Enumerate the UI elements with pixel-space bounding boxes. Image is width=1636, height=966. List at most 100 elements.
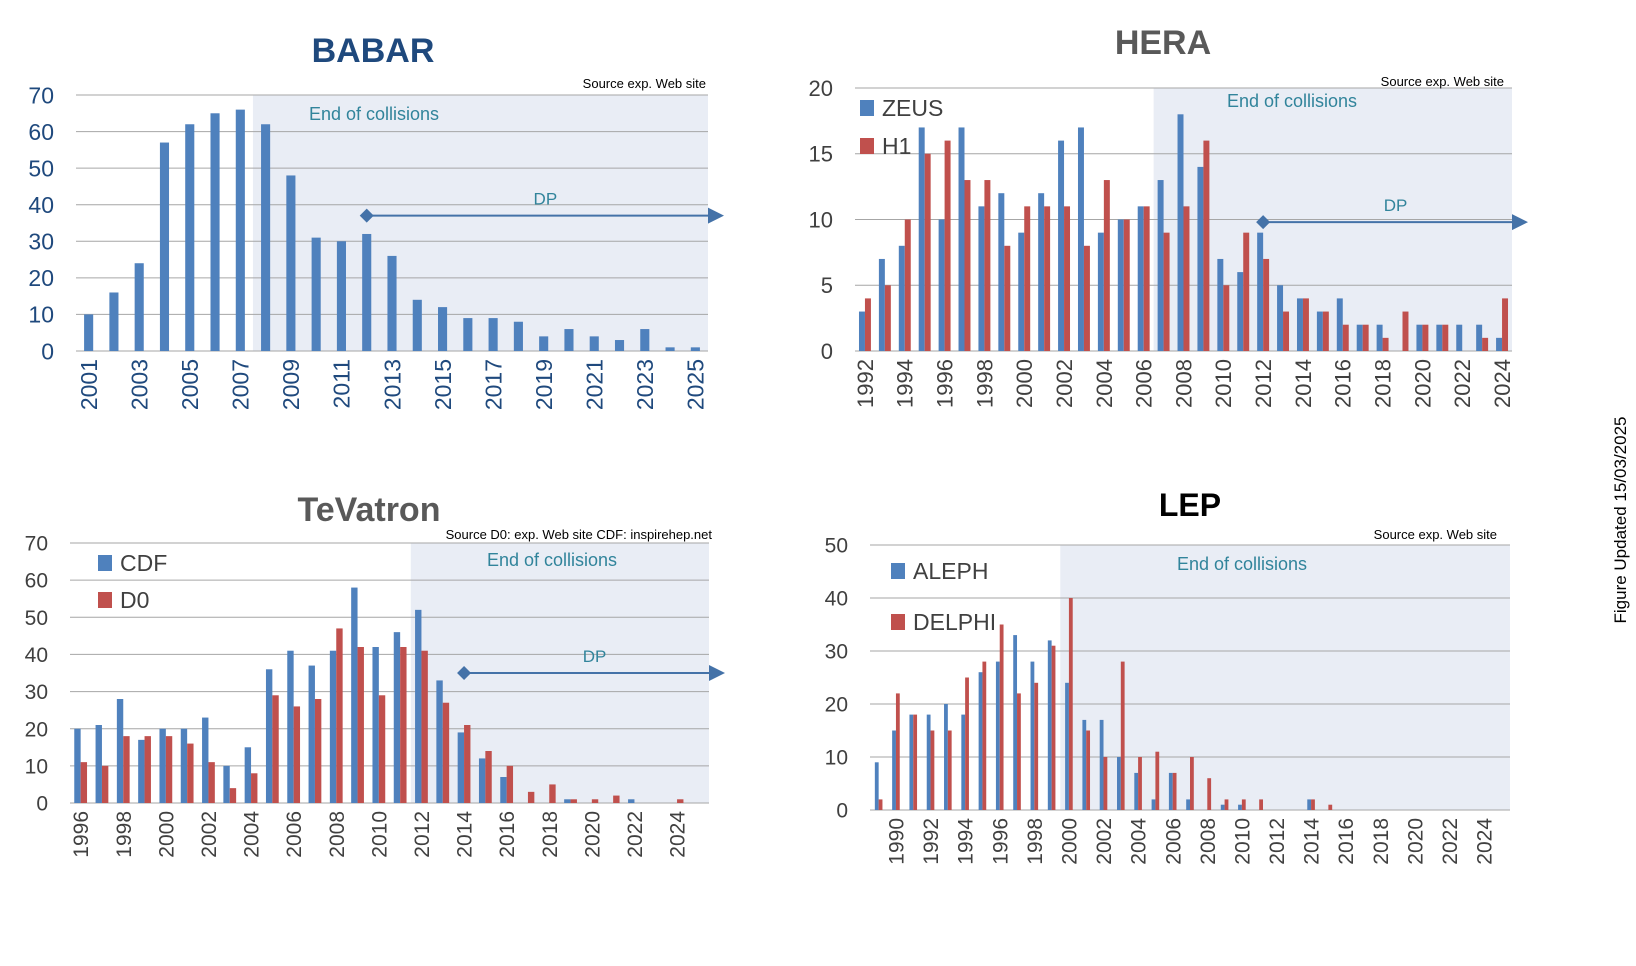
bar-zeus-2002 (1058, 140, 1065, 351)
side-note: Figure Updated 15/03/2025 (1611, 417, 1630, 624)
bar-babar-2003 (134, 263, 144, 351)
y-tick-label: 20 (825, 694, 848, 717)
x-tick-label: 2002 (198, 811, 221, 858)
bar-delphi-1995 (982, 661, 987, 810)
x-tick-label: 1998 (113, 811, 136, 858)
bar-h1-2012 (1263, 258, 1270, 351)
bar-babar-2013 (387, 255, 397, 351)
bar-delphi-2004 (1138, 757, 1142, 810)
bar-delphi-2007 (1190, 757, 1194, 810)
dp-arrow-head (708, 207, 724, 224)
bar-aleph-1999 (1047, 640, 1052, 810)
end-of-collisions-region (1060, 545, 1510, 810)
bar-babar-2001 (84, 314, 94, 351)
bar-d0-1997 (101, 765, 109, 803)
bar-h1-2018 (1382, 337, 1389, 351)
dp-arrow-head (709, 665, 725, 681)
bar-h1-2010 (1223, 285, 1230, 351)
bar-h1-2001 (1044, 206, 1051, 351)
bar-h1-2003 (1083, 245, 1090, 351)
bar-cdf-2019 (564, 799, 571, 803)
x-tick-label: 2025 (683, 359, 709, 410)
y-tick-label: 70 (28, 82, 54, 108)
y-tick-label: 20 (25, 718, 48, 741)
bar-d0-2002 (208, 762, 215, 803)
y-tick-label: 30 (25, 681, 48, 704)
bar-zeus-2003 (1077, 127, 1084, 351)
bar-h1-1998 (984, 180, 991, 351)
legend-swatch-d0 (98, 592, 112, 608)
bar-delphi-2008 (1207, 778, 1212, 810)
bar-h1-1992 (864, 298, 871, 351)
bar-zeus-2010 (1217, 258, 1224, 351)
bar-cdf-1996 (74, 728, 81, 803)
chart-title: LEP (1159, 487, 1221, 523)
x-tick-label: 1998 (1024, 818, 1047, 865)
x-tick-label: 2014 (1301, 818, 1324, 865)
bar-babar-2015 (438, 307, 448, 351)
bar-babar-2002 (109, 292, 119, 351)
bar-d0-2021 (613, 795, 620, 803)
x-tick-label: 2020 (1404, 818, 1427, 865)
bar-d0-1999 (144, 736, 151, 803)
x-tick-label: 2018 (539, 811, 562, 858)
bar-aleph-2009 (1220, 804, 1225, 810)
bar-zeus-1998 (978, 206, 985, 351)
y-tick-label: 0 (836, 800, 848, 823)
bar-cdf-2016 (500, 777, 507, 803)
bar-h1-2008 (1183, 206, 1190, 351)
bar-cdf-2006 (287, 650, 294, 803)
bar-h1-2007 (1163, 232, 1170, 351)
x-tick-label: 2024 (1490, 359, 1515, 408)
x-tick-label: 2000 (1012, 359, 1037, 408)
x-tick-label: 2012 (1251, 359, 1276, 408)
bar-cdf-2014 (457, 732, 465, 803)
bar-d0-2018 (549, 784, 556, 803)
chart-title: TeVatron (298, 491, 441, 529)
chart-title: BABAR (312, 32, 435, 70)
bar-zeus-1996 (938, 219, 945, 351)
bar-cdf-2000 (159, 728, 166, 803)
x-tick-label: 1992 (853, 359, 878, 408)
bar-zeus-2005 (1117, 219, 1124, 351)
bar-babar-2011 (336, 241, 346, 351)
bar-zeus-1997 (958, 127, 965, 351)
bar-zeus-1995 (918, 127, 925, 351)
bar-d0-2009 (357, 647, 364, 803)
y-tick-label: 0 (41, 338, 54, 364)
bar-cdf-1999 (138, 739, 145, 803)
bar-d0-1998 (123, 736, 130, 803)
bar-babar-2009 (286, 175, 296, 351)
y-tick-label: 10 (28, 302, 54, 328)
bar-h1-2004 (1103, 180, 1110, 351)
bar-aleph-2001 (1082, 719, 1087, 810)
y-tick-label: 10 (25, 755, 48, 778)
bar-zeus-2022 (1456, 324, 1463, 351)
bar-h1-1996 (944, 140, 951, 351)
bar-cdf-2004 (244, 747, 252, 803)
x-tick-label: 2010 (1231, 818, 1254, 865)
bar-delphi-2003 (1120, 661, 1125, 810)
bar-delphi-1991 (913, 714, 918, 810)
legend-swatch-delphi (891, 614, 905, 630)
bar-cdf-1998 (116, 699, 124, 803)
legend-swatch-aleph (891, 563, 905, 579)
bar-babar-2007 (235, 109, 245, 351)
bar-cdf-2008 (329, 650, 337, 803)
y-tick-label: 40 (25, 644, 48, 667)
bar-babar-2018 (513, 321, 523, 351)
x-tick-label: 2002 (1093, 818, 1116, 865)
bar-aleph-2014 (1307, 799, 1312, 810)
bar-babar-2005 (185, 124, 195, 351)
bar-babar-2012 (362, 233, 372, 351)
y-tick-label: 10 (809, 207, 833, 232)
y-tick-label: 40 (28, 192, 54, 218)
bar-h1-2024 (1502, 298, 1509, 351)
bar-zeus-2014 (1296, 298, 1303, 351)
source-note: Source exp. Web site (583, 76, 706, 91)
x-tick-label: 2008 (326, 811, 349, 858)
x-tick-label: 1994 (955, 818, 978, 865)
x-tick-label: 2020 (581, 811, 604, 858)
y-tick-label: 0 (821, 339, 833, 364)
